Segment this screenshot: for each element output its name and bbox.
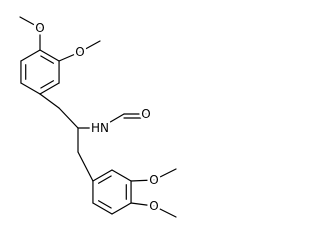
oxygen-label: O	[141, 107, 150, 121]
bond	[97, 200, 112, 209]
bond	[40, 55, 55, 64]
oxygen-label: O	[75, 45, 84, 59]
bond	[97, 175, 112, 184]
bond	[58, 51, 81, 62]
bond	[39, 93, 60, 109]
bond	[130, 202, 155, 207]
oxygen-label: O	[35, 21, 44, 35]
bond	[111, 202, 132, 215]
bond	[130, 179, 155, 182]
bond	[153, 168, 177, 181]
bond	[92, 169, 113, 182]
oxygen-label: O	[149, 199, 158, 213]
bonds	[19, 16, 177, 218]
bond	[79, 40, 101, 53]
bond	[77, 151, 94, 182]
bond	[58, 107, 79, 129]
bond	[20, 82, 41, 95]
bond	[40, 80, 55, 89]
bond	[39, 82, 60, 95]
nitrogen-label: HN	[91, 121, 109, 135]
bond	[39, 49, 60, 62]
structure-diagram: O O HN O O O	[19, 16, 177, 218]
bond	[92, 202, 113, 215]
bond	[19, 16, 41, 29]
bond	[111, 169, 132, 182]
oxygen-label: O	[149, 173, 158, 187]
bond	[20, 49, 41, 62]
bond	[153, 205, 177, 218]
bond	[99, 113, 125, 129]
